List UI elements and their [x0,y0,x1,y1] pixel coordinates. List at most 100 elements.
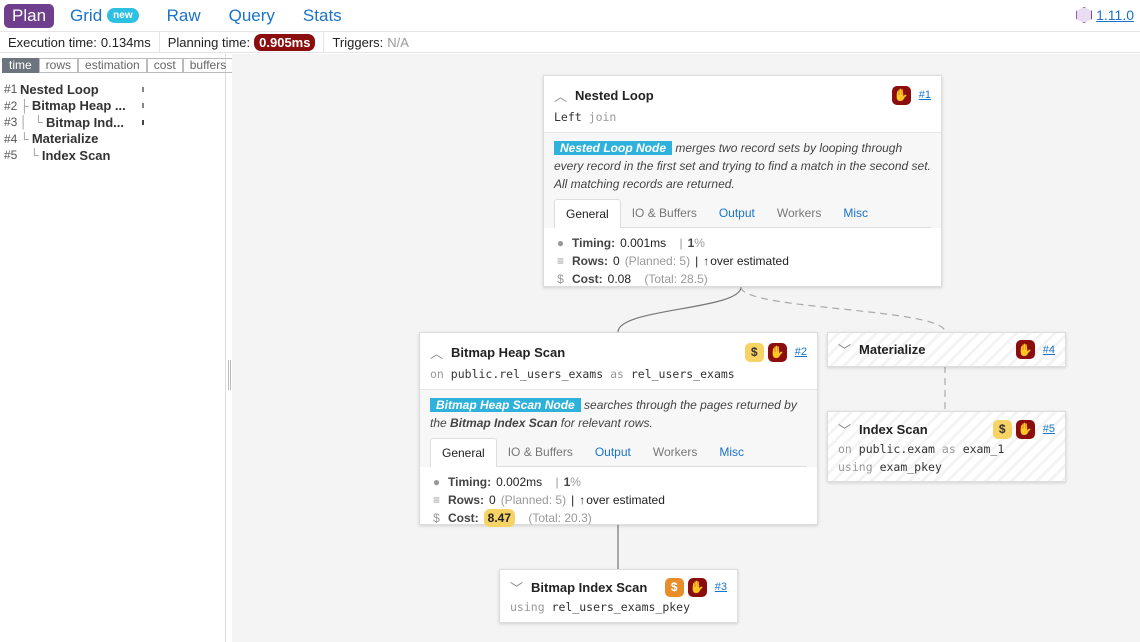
description-text-end: for relevant rows. [560,416,653,430]
tree-item[interactable]: #3 │ └ Bitmap Ind... [0,114,225,131]
execution-time: Execution time: 0.134ms [0,32,160,52]
estimation-text: over estimated [710,254,789,268]
tree-label: Nested Loop [20,81,99,97]
tree-item[interactable]: #2 ├ Bitmap Heap ... [0,98,225,115]
tab-general[interactable]: General [430,438,497,467]
relation-name: public.rel_users_exams [450,367,604,381]
tree-num: #5 [4,148,18,163]
tree-guide: ├ [20,98,32,113]
node-id-link[interactable]: #5 [1042,423,1055,435]
new-badge: new [107,8,139,23]
timing-percent: 1 [563,475,571,489]
clock-icon: ● [556,236,565,250]
node-tabs: General IO & Buffers Output Workers Misc [554,199,931,228]
node-id-link[interactable]: #3 [714,581,727,593]
description-text: merges two record sets by looping throug… [554,141,931,191]
tab-workers[interactable]: Workers [776,206,822,220]
cost-total: (Total: 28.5) [644,272,708,286]
tab-workers[interactable]: Workers [652,445,698,459]
time-bar [142,86,144,92]
expand-chevron-icon[interactable]: ﹀ [510,580,524,596]
metric-tab-rows[interactable]: rows [38,58,79,73]
rows-icon: ≡ [432,493,440,507]
node-index-scan[interactable]: ﹀ Index Scan $ ✋ #5 on public.exam as exam_… [827,411,1066,482]
description-bold: Bitmap Index Scan [450,416,558,430]
on-keyword: on [838,442,852,456]
thumbs-down-icon: ✋ [1015,419,1035,439]
thumbs-down-icon: ✋ [767,342,787,362]
rows-planned: (Planned: 5) [624,254,691,268]
node-title: Bitmap Index Scan [531,579,648,595]
rows-label: Rows: [448,493,484,507]
node-type-highlight: Nested Loop Node [554,141,673,155]
tab-raw[interactable]: Raw [166,5,201,25]
cost-high-icon: $ [664,577,684,597]
tree-item[interactable]: #5 └ Index Scan [0,147,225,164]
dollar-icon: $ [433,511,440,525]
tab-output[interactable]: Output [594,445,631,459]
as-keyword: as [610,367,624,381]
node-bitmap-heap-scan[interactable]: ︿ Bitmap Heap Scan $ ✋ #2 on public.rel_use… [419,332,818,527]
expand-chevron-icon[interactable]: ﹀ [838,422,852,438]
tab-plan[interactable]: Plan [4,3,55,28]
index-name: rel_users_exams_pkey [551,600,691,614]
estimation-text: over estimated [586,493,665,507]
version-link[interactable]: 1.11.0 [1076,7,1134,23]
description-text: searches through the pages returned by t… [430,398,797,430]
collapse-chevron-icon[interactable]: ︿ [554,88,568,104]
tab-stats[interactable]: Stats [302,5,342,25]
tab-general[interactable]: General [554,199,621,228]
arrow-up-icon: ↑ [579,493,586,507]
cost-label: Cost: [448,511,479,525]
tree-label: Bitmap Ind... [46,114,125,130]
stats-bar: Execution time: 0.134ms Planning time: 0.9… [0,32,1140,53]
tab-io-buffers[interactable]: IO & Buffers [507,445,573,459]
timing-value: 0.002ms [496,475,543,489]
tab-misc[interactable]: Misc [719,445,744,459]
top-nav: Plan Grid new Raw Query Stats [0,0,1140,32]
edge-1-2 [617,286,742,333]
relation-alias: exam_1 [962,442,1005,456]
cost-value: 0.08 [607,272,632,286]
time-bar [142,103,144,109]
panel-resize-handle[interactable] [228,360,231,390]
node-details: ● Timing: 0.001ms | 1% ≡ Rows: 0 (Planned: 5) |… [544,228,941,294]
tree-item[interactable]: #1 Nested Loop [0,81,225,98]
edge-1-4 [740,286,946,333]
tree-label: Index Scan [41,147,111,163]
execution-value: 0.134ms [100,34,151,50]
tab-grid-label: Grid [70,5,103,25]
collapse-chevron-icon[interactable]: ︿ [430,345,444,361]
tree-item[interactable]: #4 └ Materialize [0,131,225,148]
tab-io-buffers[interactable]: IO & Buffers [631,206,697,220]
metric-tab-cost[interactable]: cost [146,58,183,73]
tree-num: #1 [4,82,18,97]
timing-label: Timing: [572,236,616,250]
node-materialize[interactable]: ﹀ Materialize ✋ #4 [827,332,1066,367]
using-keyword: using [838,460,873,474]
node-title: Bitmap Heap Scan [451,344,566,360]
thumbs-down-icon: ✋ [687,577,707,597]
metric-tab-estimation[interactable]: estimation [78,58,147,73]
cost-warning-icon: $ [744,342,764,362]
cost-value: 8.47 [483,509,516,527]
rows-value: 0 [613,254,620,268]
tab-grid[interactable]: Grid new [70,6,139,26]
node-bitmap-index-scan[interactable]: ﹀ Bitmap Index Scan $ ✋ #3 using rel_users_… [499,569,738,623]
execution-label: Execution time: [8,34,97,50]
tab-query[interactable]: Query [228,5,275,25]
thumbs-down-icon: ✋ [891,85,911,105]
node-id-link[interactable]: #1 [918,89,931,101]
tree-num: #2 [4,98,18,113]
node-id-link[interactable]: #4 [1042,343,1055,356]
node-description: Bitmap Heap Scan Node searches through t… [420,389,817,467]
expand-chevron-icon[interactable]: ﹀ [838,343,852,358]
metric-tab-time[interactable]: time [2,58,39,73]
node-nested-loop[interactable]: ︿ Nested Loop ✋ #1 Left join Nested Loop N… [543,75,942,287]
node-id-link[interactable]: #2 [794,346,807,358]
using-keyword: using [510,600,545,614]
tab-output[interactable]: Output [718,206,755,220]
tab-misc[interactable]: Misc [843,206,868,220]
dollar-icon: $ [557,272,564,286]
